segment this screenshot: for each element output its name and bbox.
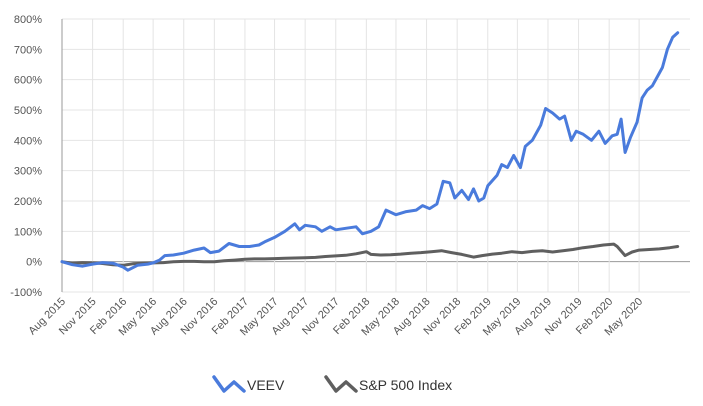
- y-tick-label: 600%: [14, 75, 42, 87]
- y-tick-label: 400%: [14, 135, 42, 147]
- series-lines: [60, 31, 680, 272]
- y-tick-label: 200%: [14, 196, 42, 208]
- series-line-veev: [60, 31, 680, 272]
- legend-line-icon: [212, 375, 246, 393]
- y-tick-label: 100%: [14, 226, 42, 238]
- y-tick-label: 500%: [14, 105, 42, 117]
- legend-label: VEEV: [247, 377, 285, 393]
- y-tick-label: -100%: [10, 287, 42, 299]
- y-tick-label: 0%: [26, 257, 42, 269]
- legend: VEEV S&P 500 Index: [212, 375, 452, 393]
- y-axis-ticks: -100% 0% 100% 200% 300% 400% 500% 600% 700% 800%: [10, 14, 42, 299]
- grid-lines: [61, 18, 690, 293]
- series-line-sp500: [60, 242, 680, 267]
- y-tick-label: 700%: [14, 44, 42, 56]
- legend-line-icon: [324, 375, 358, 393]
- y-tick-label: 800%: [14, 14, 42, 26]
- legend-label: S&P 500 Index: [359, 377, 452, 393]
- y-tick-label: 300%: [14, 166, 42, 178]
